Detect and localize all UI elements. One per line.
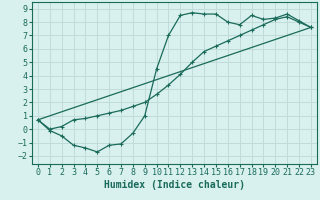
- X-axis label: Humidex (Indice chaleur): Humidex (Indice chaleur): [104, 180, 245, 190]
